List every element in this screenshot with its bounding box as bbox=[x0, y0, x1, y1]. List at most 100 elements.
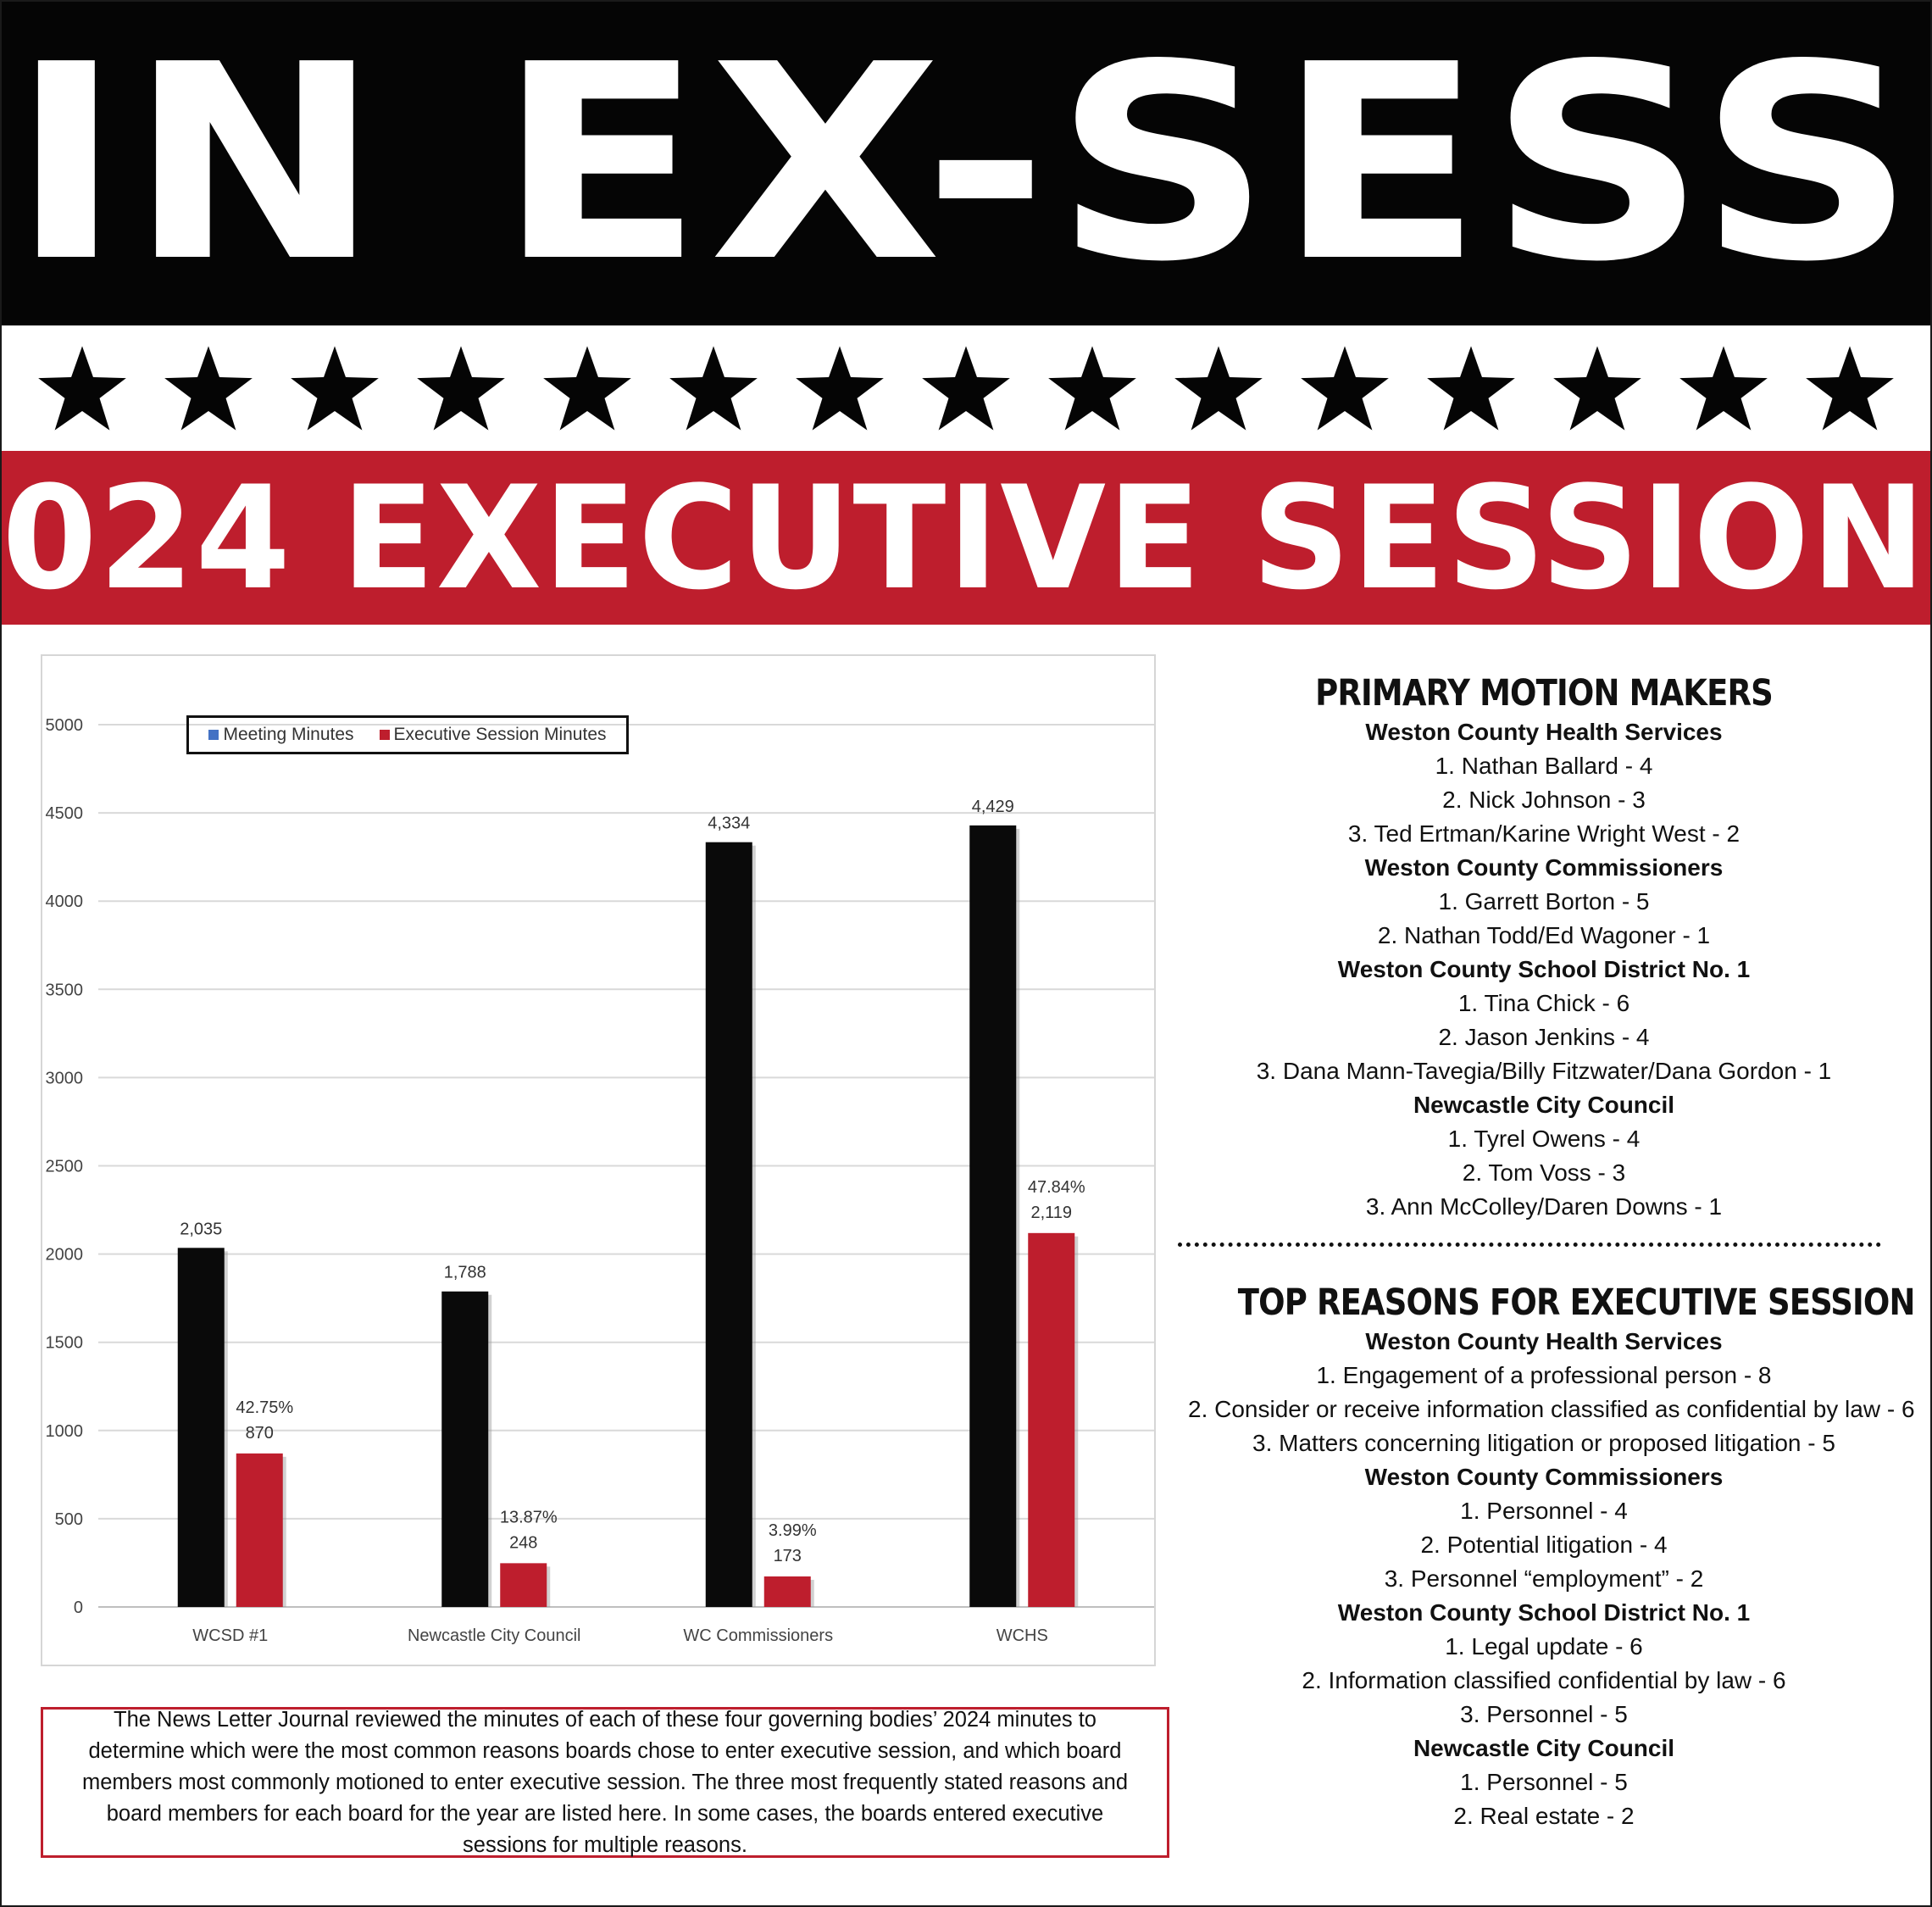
title-banner: IN EX-SESS bbox=[2, 2, 1930, 325]
motion-board-name: Newcastle City Council bbox=[1413, 1092, 1675, 1118]
reason-list-item: 2. Potential litigation - 4 bbox=[1420, 1532, 1668, 1558]
legend-label-meeting: Meeting Minutes bbox=[223, 725, 354, 744]
reason-list-item: 3. Matters concerning litigation or prop… bbox=[1252, 1430, 1835, 1456]
reason-list-item: 2. Consider or receive information class… bbox=[1188, 1396, 1915, 1422]
executive-percent-label: 3.99% bbox=[769, 1521, 817, 1540]
motion-board-name: Weston County School District No. 1 bbox=[1337, 956, 1751, 982]
executive-percent-label: 47.84% bbox=[1028, 1178, 1085, 1197]
x-tick-label: WCHS bbox=[997, 1626, 1048, 1645]
y-tick-label: 3000 bbox=[46, 1069, 84, 1087]
meeting-bar bbox=[705, 842, 752, 1607]
meeting-value-label: 2,035 bbox=[180, 1220, 222, 1238]
methodology-note: The News Letter Journal reviewed the min… bbox=[41, 1707, 1169, 1858]
motion-board-name: Weston County Commissioners bbox=[1364, 854, 1724, 881]
y-tick-label: 1500 bbox=[46, 1334, 84, 1353]
reason-list-item: 1. Legal update - 6 bbox=[1445, 1633, 1643, 1660]
reason-list-item: 1. Personnel - 5 bbox=[1460, 1769, 1628, 1795]
motion-list-item: 2. Nathan Todd/Ed Wagoner - 1 bbox=[1377, 922, 1711, 948]
legend-swatch-meeting bbox=[208, 730, 219, 740]
motion-group: Newcastle City Council 1. Tyrel Owens - 4… bbox=[1188, 1088, 1900, 1224]
motion-group: Weston County Commissioners 1. Garrett Bo… bbox=[1188, 851, 1900, 953]
meeting-value-label: 4,429 bbox=[972, 798, 1014, 816]
motion-list-item: 2. Nick Johnson - 3 bbox=[1442, 787, 1646, 813]
motion-list-item: 1. Tina Chick - 6 bbox=[1457, 990, 1630, 1016]
motion-list-item: 2. Jason Jenkins - 4 bbox=[1438, 1024, 1650, 1050]
legend-swatch-executive bbox=[379, 730, 390, 740]
executive-bar bbox=[500, 1563, 547, 1607]
chart-legend: Meeting Minutes Executive Session Minute… bbox=[186, 715, 629, 754]
executive-percent-label: 13.87% bbox=[500, 1508, 558, 1526]
star-icon bbox=[37, 346, 126, 431]
motion-list-item: 1. Garrett Borton - 5 bbox=[1438, 888, 1650, 915]
motion-list-item: 2. Tom Voss - 3 bbox=[1462, 1159, 1626, 1186]
reason-board-name: Weston County School District No. 1 bbox=[1337, 1599, 1751, 1626]
meeting-value-label: 4,334 bbox=[708, 815, 750, 833]
executive-bar bbox=[1028, 1232, 1075, 1607]
chart-plot: 0 500 1000 1500 2000 2500 3000 3500 4000 4500 5000… bbox=[46, 716, 1154, 1645]
stars-row bbox=[2, 325, 1930, 451]
star-icon bbox=[1427, 346, 1516, 431]
motion-list-item: 3. Ted Ertman/Karine Wright West - 2 bbox=[1347, 820, 1740, 847]
bar-chart: 0 500 1000 1500 2000 2500 3000 3500 4000 4500 5000… bbox=[41, 654, 1156, 1666]
reason-group: Weston County Health Services 1. Engageme… bbox=[1188, 1325, 1915, 1460]
top-reasons-title: TOP REASONS FOR EXECUTIVE SESSION bbox=[1237, 1282, 1916, 1324]
star-icon bbox=[1301, 346, 1389, 431]
methodology-note-text: The News Letter Journal reviewed the min… bbox=[81, 1707, 1129, 1857]
motion-board-name: Weston County Health Services bbox=[1365, 719, 1723, 745]
y-tick-label: 2000 bbox=[46, 1246, 84, 1265]
executive-bar bbox=[236, 1453, 283, 1607]
reason-group: Weston County School District No. 1 1. Le… bbox=[1188, 1596, 1900, 1732]
y-tick-label: 0 bbox=[74, 1598, 83, 1617]
reason-board-name: Newcastle City Council bbox=[1413, 1735, 1675, 1761]
star-icon bbox=[542, 346, 631, 431]
legend-item-meeting: Meeting Minutes bbox=[208, 725, 354, 745]
y-tick-label: 4500 bbox=[46, 804, 84, 823]
reason-list-item: 1. Personnel - 4 bbox=[1460, 1498, 1628, 1524]
motion-list-item: 3. Dana Mann-Tavegia/Billy Fitzwater/Dan… bbox=[1256, 1058, 1832, 1084]
reason-group: Newcastle City Council 1. Personnel - 5 2.… bbox=[1188, 1732, 1900, 1833]
motion-list-item: 1. Tyrel Owens - 4 bbox=[1447, 1126, 1641, 1152]
x-tick-label: WCSD #1 bbox=[192, 1626, 268, 1645]
section-divider bbox=[1178, 1243, 1881, 1247]
star-icon bbox=[1679, 346, 1768, 431]
motion-group: Weston County School District No. 1 1. Ti… bbox=[1188, 953, 1900, 1088]
reason-board-name: Weston County Commissioners bbox=[1364, 1464, 1724, 1490]
subtitle: 2024 EXECUTIVE SESSIONS bbox=[0, 454, 1932, 621]
star-icon bbox=[796, 346, 884, 431]
executive-value-label: 870 bbox=[246, 1424, 274, 1443]
right-column: PRIMARY MOTION MAKERS Weston County Heal… bbox=[1178, 671, 1916, 1833]
meeting-bar bbox=[441, 1291, 489, 1607]
motion-makers-title: PRIMARY MOTION MAKERS bbox=[1315, 672, 1774, 714]
subtitle-banner: 2024 EXECUTIVE SESSIONS bbox=[2, 451, 1930, 625]
top-reasons-section: TOP REASONS FOR EXECUTIVE SESSION Weston… bbox=[1188, 1281, 1916, 1833]
meeting-value-label: 1,788 bbox=[444, 1264, 486, 1282]
y-tick-label: 4000 bbox=[46, 892, 84, 911]
star-icon bbox=[1048, 346, 1136, 431]
executive-value-label: 2,119 bbox=[1030, 1204, 1072, 1222]
executive-value-label: 173 bbox=[774, 1547, 802, 1565]
reason-list-item: 2. Information classified confidential b… bbox=[1302, 1667, 1786, 1693]
star-icon bbox=[669, 346, 758, 431]
star-icon bbox=[922, 346, 1010, 431]
star-icon bbox=[1553, 346, 1642, 431]
y-tick-label: 5000 bbox=[46, 716, 84, 735]
legend-label-executive: Executive Session Minutes bbox=[393, 725, 607, 744]
reason-group: Weston County Commissioners 1. Personnel … bbox=[1188, 1460, 1900, 1596]
reason-list-item: 3. Personnel “employment” - 2 bbox=[1384, 1565, 1704, 1592]
motion-makers-list: Weston County Health Services 1. Nathan B… bbox=[1188, 715, 1900, 1224]
x-tick-label: WC Commissioners bbox=[683, 1626, 833, 1645]
executive-bar bbox=[763, 1576, 811, 1607]
star-icon bbox=[1806, 346, 1895, 431]
meeting-bar bbox=[969, 825, 1017, 1607]
star-icon bbox=[164, 346, 253, 431]
executive-percent-label: 42.75% bbox=[236, 1398, 293, 1417]
star-icon bbox=[416, 346, 505, 431]
reason-list-item: 3. Personnel - 5 bbox=[1460, 1701, 1628, 1727]
top-reasons-list: Weston County Health Services 1. Engageme… bbox=[1188, 1325, 1915, 1833]
motion-list-item: 1. Nathan Ballard - 4 bbox=[1435, 753, 1653, 779]
star-icon bbox=[290, 346, 379, 431]
y-tick-label: 3500 bbox=[46, 981, 84, 999]
reason-list-item: 1. Engagement of a professional person -… bbox=[1316, 1362, 1772, 1388]
motion-group: Weston County Health Services 1. Nathan B… bbox=[1188, 715, 1900, 851]
